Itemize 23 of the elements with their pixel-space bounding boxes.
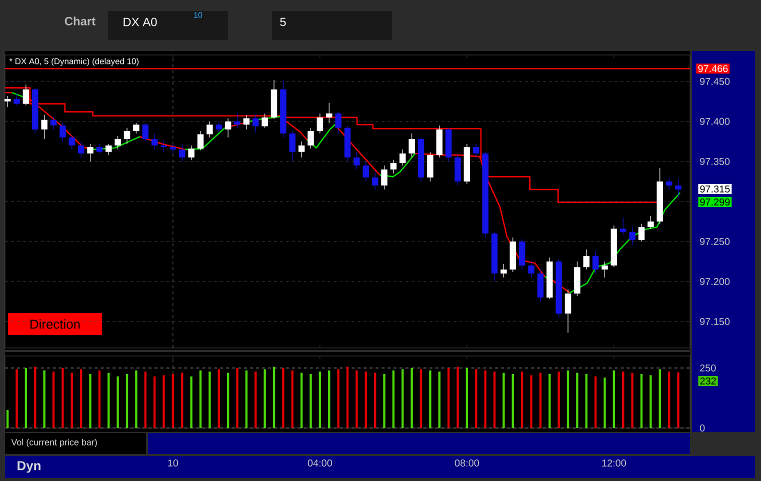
- y-tick-label: 250: [700, 364, 716, 372]
- y-tick-label: 97.450: [700, 78, 730, 85]
- y-tick-label: 97.400: [700, 118, 730, 125]
- y-tick-label: 97.150: [700, 318, 730, 326]
- y-tick-label: 0: [700, 424, 705, 432]
- text: Vol (current price bar): [11, 438, 97, 448]
- text: Chart: [64, 16, 96, 26]
- x-tick-label: 12:00: [602, 460, 626, 467]
- y-tick-label: 97.200: [700, 278, 730, 286]
- y-tick-label: 97.350: [700, 158, 730, 165]
- chart-title: * DX A0, 5 (Dynamic) (delayed 10): [9, 58, 139, 66]
- text: 5: [280, 18, 286, 26]
- y-tick-label: 97.250: [700, 238, 730, 246]
- text: 232: [700, 377, 716, 385]
- annotation: Direction: [30, 319, 80, 329]
- text: 97.299: [700, 198, 730, 206]
- text: DX A0: [124, 18, 157, 26]
- text: 10: [168, 459, 178, 467]
- text: Dyn: [18, 461, 40, 473]
- x-tick-label: 04:00: [308, 460, 332, 467]
- text: 97.315: [700, 185, 730, 193]
- ref-line-label: 97.466: [698, 65, 728, 72]
- x-tick-label: 08:00: [454, 460, 480, 467]
